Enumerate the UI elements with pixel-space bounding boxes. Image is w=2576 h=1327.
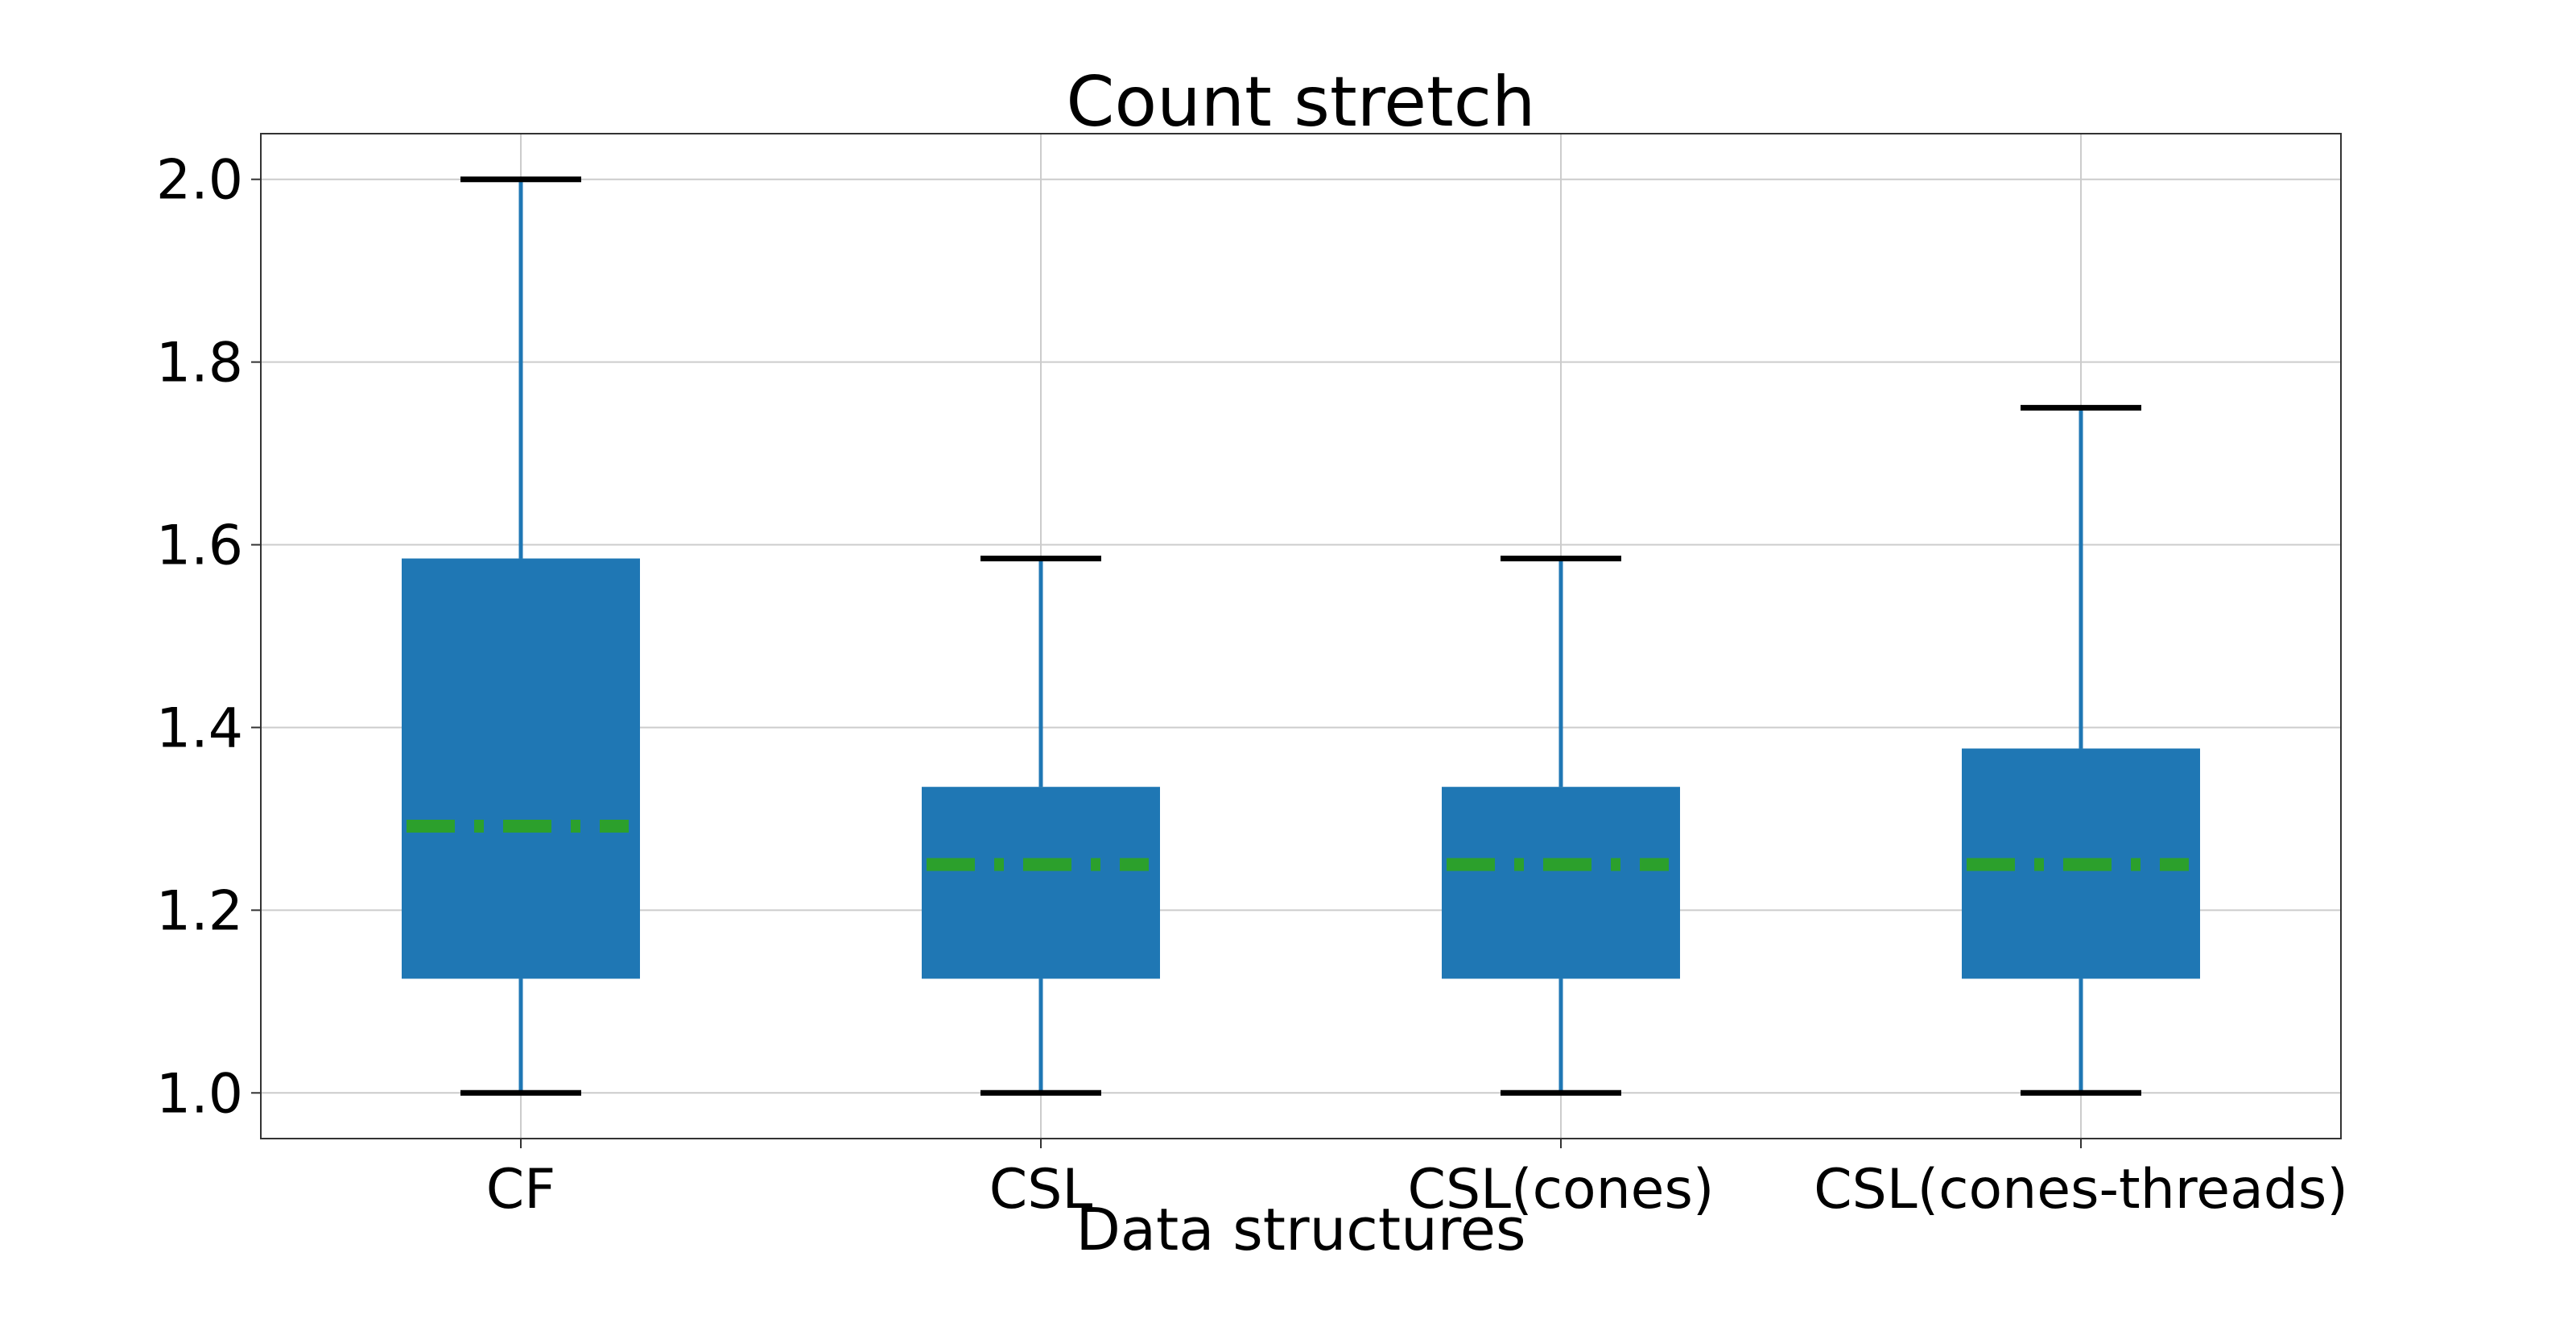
- x-tick-label: CSL(cones-threads): [1814, 1158, 2348, 1222]
- box-body: [402, 558, 640, 979]
- box-0: [402, 176, 640, 1096]
- box-body: [1442, 787, 1680, 979]
- box-body: [922, 787, 1160, 979]
- x-tick-label: CF: [486, 1158, 556, 1222]
- y-tick-label: 1.0: [156, 1062, 243, 1126]
- x-axis-label: Data structures: [1075, 1196, 1525, 1263]
- y-tick-label: 2.0: [156, 149, 243, 213]
- y-tick-label: 1.8: [156, 332, 243, 395]
- y-tick-label: 1.2: [156, 879, 243, 943]
- x-axis-ticks: CF CSL CSL(cones) CSL(cones-threads): [486, 1139, 2348, 1222]
- y-tick-label: 1.6: [156, 515, 243, 578]
- x-tick-label: CSL(cones): [1408, 1158, 1715, 1222]
- box-2: [1442, 556, 1680, 1096]
- boxes: [402, 176, 2200, 1096]
- y-axis-ticks: 1.0 1.2 1.4 1.6 1.8 2.0: [156, 149, 261, 1126]
- chart-title: Count stretch: [1066, 62, 1535, 143]
- box-3: [1962, 404, 2200, 1096]
- plot-area-frame: [260, 133, 2342, 1139]
- x-tick-label: CSL: [989, 1158, 1093, 1222]
- y-tick-label: 1.4: [156, 697, 243, 760]
- box-1: [922, 556, 1160, 1096]
